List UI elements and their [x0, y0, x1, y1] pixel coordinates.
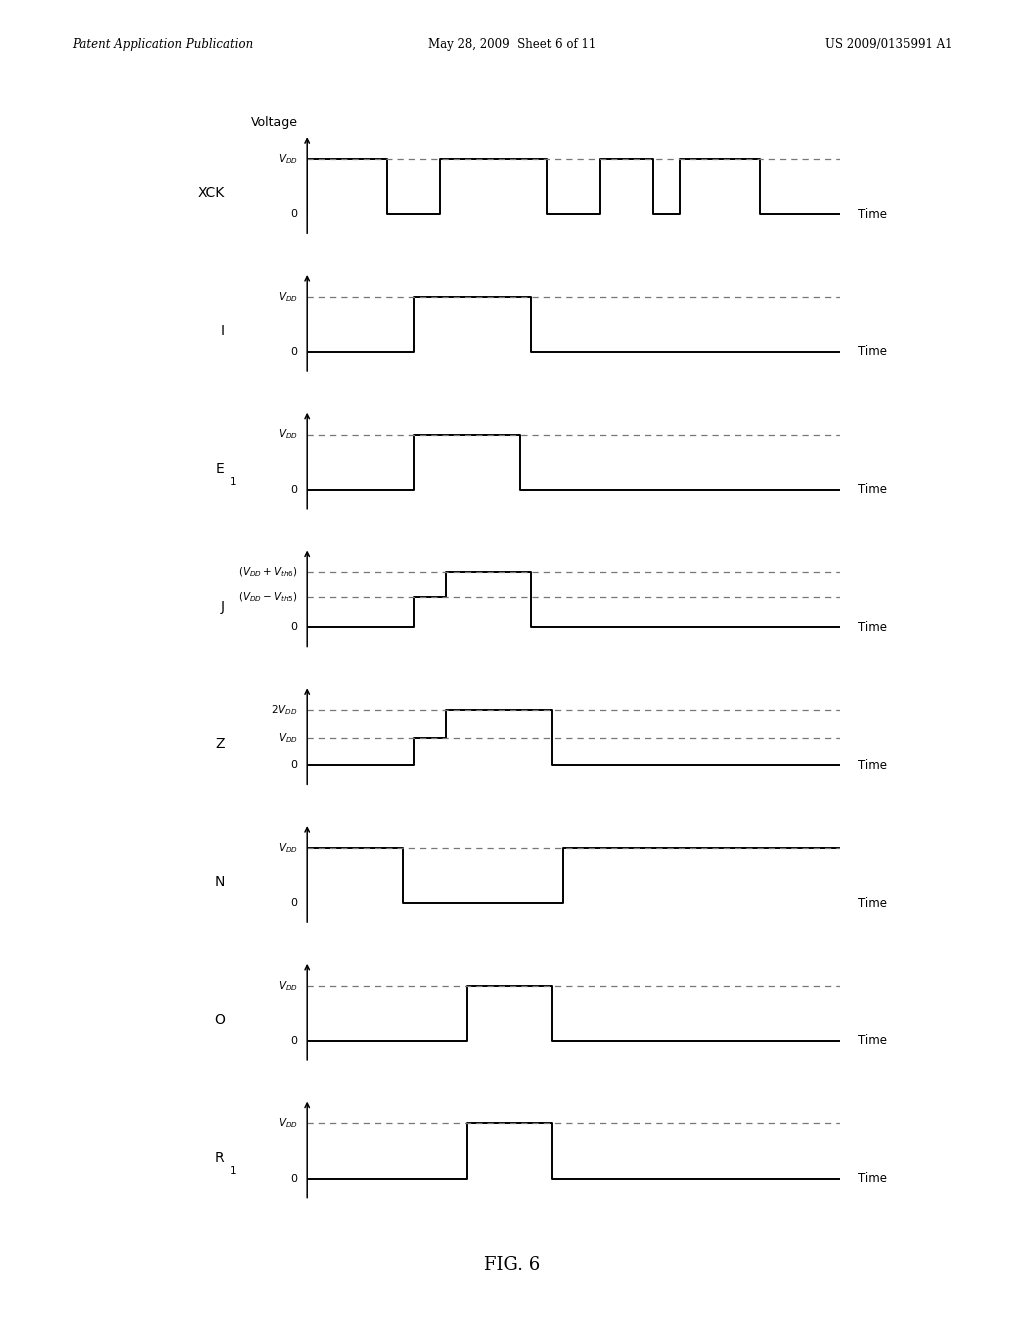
- Text: May 28, 2009  Sheet 6 of 11: May 28, 2009 Sheet 6 of 11: [428, 37, 596, 50]
- Text: $(V_{DD}+V_{th6})$: $(V_{DD}+V_{th6})$: [238, 565, 298, 579]
- Text: $(V_{DD}-V_{th5})$: $(V_{DD}-V_{th5})$: [238, 590, 298, 605]
- Text: 0: 0: [291, 1173, 298, 1184]
- Text: 0: 0: [291, 1036, 298, 1045]
- Text: O: O: [214, 1012, 224, 1027]
- Text: Time: Time: [858, 483, 888, 496]
- Text: 0: 0: [291, 484, 298, 495]
- Text: XCK: XCK: [198, 186, 224, 201]
- Text: Time: Time: [858, 207, 888, 220]
- Text: $V_{DD}$: $V_{DD}$: [278, 979, 298, 993]
- Text: 0: 0: [291, 347, 298, 356]
- Text: Time: Time: [858, 346, 888, 359]
- Text: 1: 1: [230, 1166, 237, 1176]
- Text: E: E: [216, 462, 224, 475]
- Text: $2V_{DD}$: $2V_{DD}$: [271, 704, 298, 717]
- Text: $V_{DD}$: $V_{DD}$: [278, 731, 298, 744]
- Text: FIG. 6: FIG. 6: [484, 1255, 540, 1274]
- Text: $V_{DD}$: $V_{DD}$: [278, 152, 298, 166]
- Text: I: I: [220, 323, 224, 338]
- Text: Patent Application Publication: Patent Application Publication: [72, 37, 253, 50]
- Text: Time: Time: [858, 1172, 888, 1185]
- Text: Time: Time: [858, 620, 888, 634]
- Text: Time: Time: [858, 896, 888, 909]
- Text: $V_{DD}$: $V_{DD}$: [278, 290, 298, 304]
- Text: Time: Time: [858, 759, 888, 772]
- Text: $V_{DD}$: $V_{DD}$: [278, 841, 298, 855]
- Text: $V_{DD}$: $V_{DD}$: [278, 1117, 298, 1130]
- Text: 0: 0: [291, 760, 298, 771]
- Text: J: J: [220, 599, 224, 614]
- Text: Z: Z: [215, 738, 224, 751]
- Text: Time: Time: [858, 1035, 888, 1047]
- Text: 1: 1: [230, 477, 237, 487]
- Text: $V_{DD}$: $V_{DD}$: [278, 428, 298, 441]
- Text: R: R: [215, 1151, 224, 1164]
- Text: N: N: [214, 875, 224, 890]
- Text: Voltage: Voltage: [251, 116, 298, 129]
- Text: 0: 0: [291, 623, 298, 632]
- Text: US 2009/0135991 A1: US 2009/0135991 A1: [824, 37, 952, 50]
- Text: 0: 0: [291, 898, 298, 908]
- Text: 0: 0: [291, 209, 298, 219]
